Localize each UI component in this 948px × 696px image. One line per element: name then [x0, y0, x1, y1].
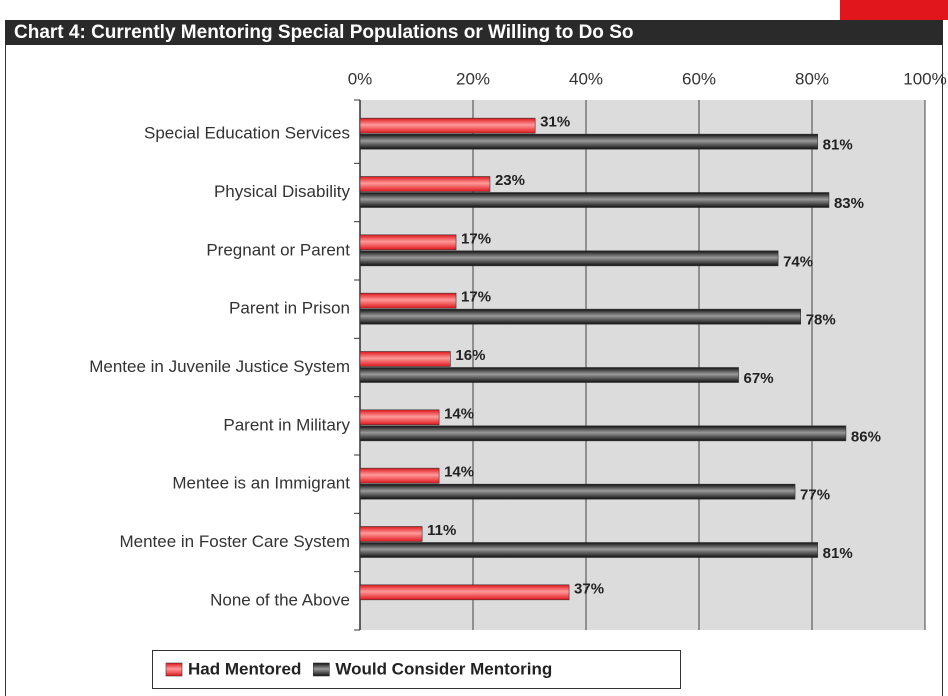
legend-swatch	[165, 662, 183, 677]
data-label: 17%	[461, 289, 491, 306]
data-label: 77%	[800, 487, 830, 504]
x-tick-label: 60%	[682, 69, 716, 88]
legend-label: Had Mentored	[188, 659, 301, 678]
bar	[359, 483, 796, 500]
bar	[359, 234, 457, 251]
bar	[359, 425, 847, 442]
y-tick-label: Parent in Prison	[229, 299, 350, 318]
accent	[840, 0, 948, 20]
legend-swatch	[313, 662, 330, 677]
data-label: 81%	[823, 137, 853, 154]
data-label: 86%	[851, 428, 881, 445]
data-label: 23%	[495, 172, 525, 189]
data-label: 16%	[455, 347, 485, 364]
data-label: 17%	[461, 230, 491, 247]
chart-title: Chart 4: Currently Mentoring Special Pop…	[14, 22, 633, 43]
data-label: 67%	[744, 370, 774, 387]
data-label: 81%	[823, 545, 853, 562]
bar	[359, 292, 457, 309]
bar	[359, 133, 818, 150]
data-label: 14%	[444, 464, 474, 481]
y-tick-label: Pregnant or Parent	[206, 240, 350, 259]
y-tick-label: Mentee in Foster Care System	[119, 532, 350, 551]
y-tick-label: Mentee in Juvenile Justice System	[89, 357, 350, 376]
x-tick-label: 20%	[456, 69, 490, 88]
y-tick-label: Parent in Military	[223, 415, 350, 434]
data-label: 11%	[427, 522, 456, 539]
y-tick-label: Physical Disability	[214, 182, 351, 201]
bar	[359, 367, 739, 383]
legend-label: Would Consider Mentoring	[335, 659, 552, 678]
x-tick-label: 80%	[795, 69, 829, 88]
x-tick-label: 0%	[348, 69, 373, 88]
bar	[359, 176, 491, 192]
bar	[359, 351, 451, 367]
data-label: 83%	[834, 195, 864, 212]
y-tick-label: Mentee is an Immigrant	[172, 474, 350, 493]
bar	[359, 192, 830, 208]
x-tick-label: 100%	[903, 69, 946, 88]
bar	[359, 467, 440, 484]
bar	[359, 526, 423, 542]
data-label: 37%	[574, 580, 604, 597]
data-label: 31%	[540, 114, 570, 131]
title-bar	[5, 20, 943, 45]
data-label: 14%	[444, 405, 474, 422]
x-tick-label: 40%	[569, 69, 603, 88]
y-tick-label: None of the Above	[210, 590, 350, 609]
data-label: 78%	[806, 312, 836, 329]
bar	[359, 250, 779, 267]
bar	[359, 584, 570, 601]
data-label: 74%	[783, 253, 813, 270]
bar	[359, 117, 536, 134]
bar	[359, 542, 818, 558]
y-tick-label: Special Education Services	[144, 124, 350, 143]
bar	[359, 409, 440, 426]
legend	[152, 650, 681, 689]
bar	[359, 308, 802, 325]
